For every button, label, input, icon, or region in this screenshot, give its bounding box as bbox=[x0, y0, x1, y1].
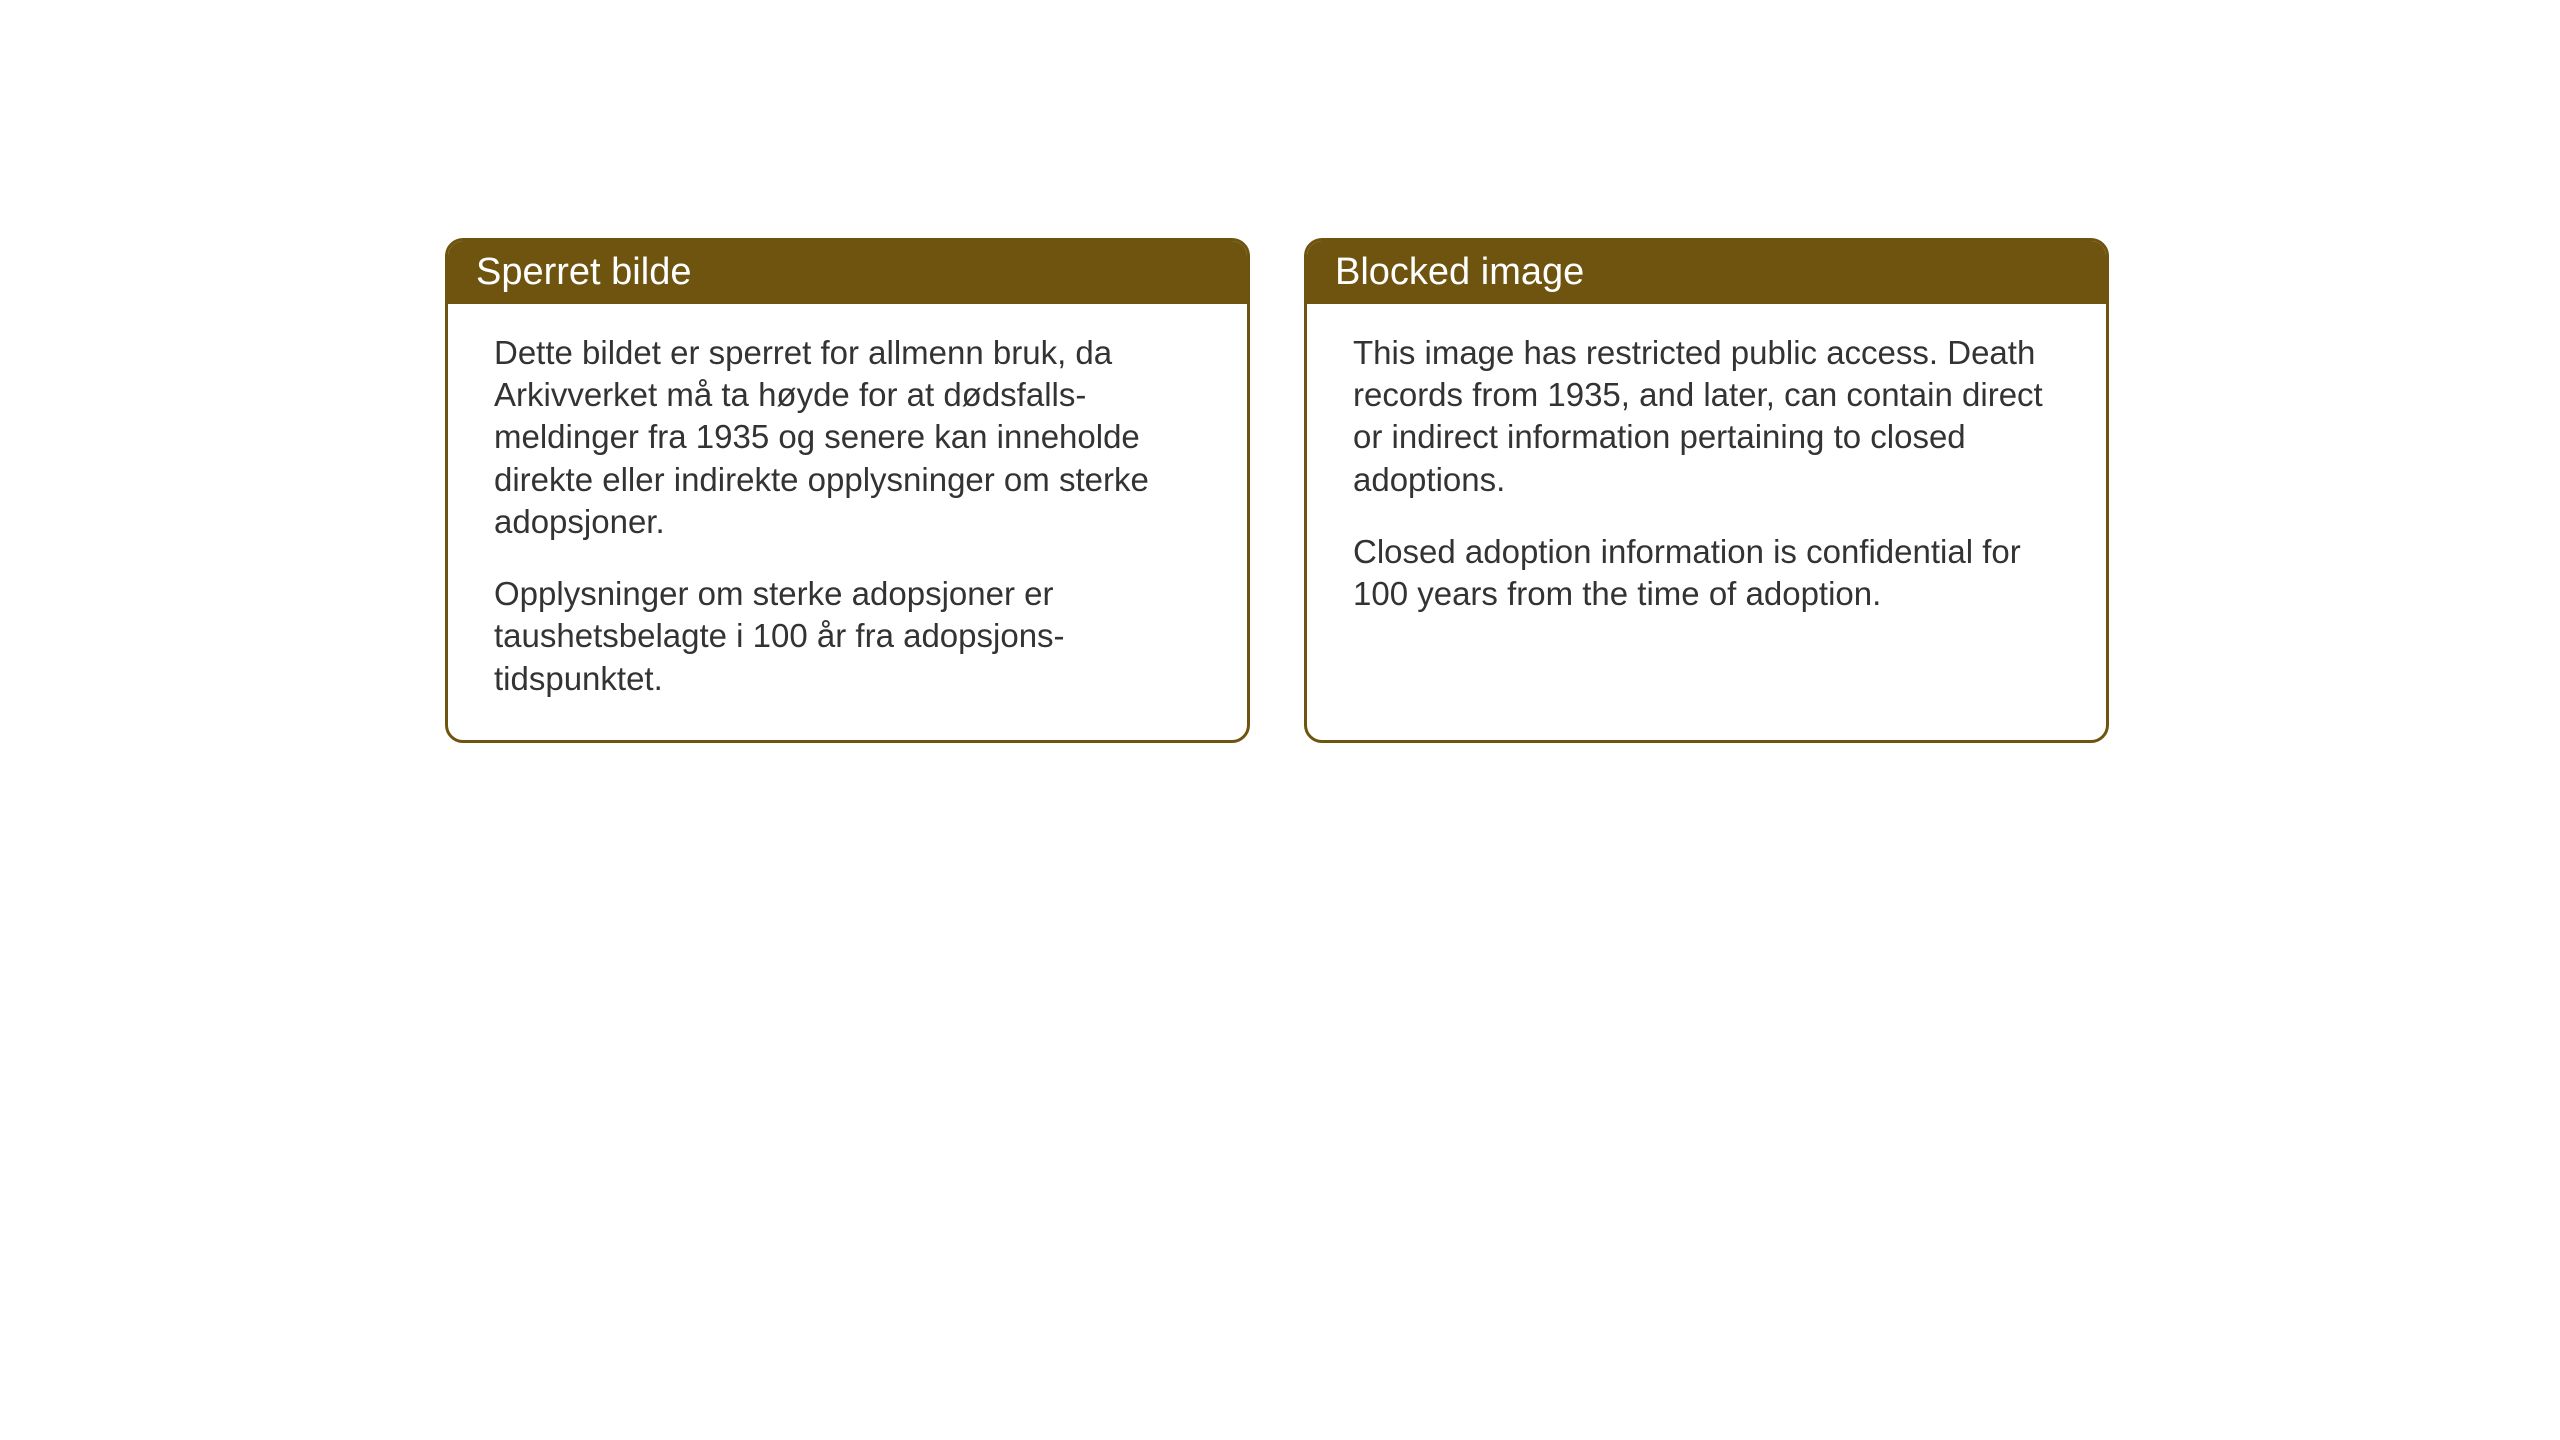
norwegian-paragraph-2: Opplysninger om sterke adopsjoner er tau… bbox=[494, 573, 1201, 700]
norwegian-paragraph-1: Dette bildet er sperret for allmenn bruk… bbox=[494, 332, 1201, 543]
english-paragraph-1: This image has restricted public access.… bbox=[1353, 332, 2060, 501]
english-notice-card: Blocked image This image has restricted … bbox=[1304, 238, 2109, 743]
english-card-body: This image has restricted public access.… bbox=[1307, 304, 2106, 655]
english-card-header: Blocked image bbox=[1307, 241, 2106, 304]
english-card-title: Blocked image bbox=[1335, 251, 1584, 293]
english-paragraph-2: Closed adoption information is confident… bbox=[1353, 531, 2060, 615]
notice-container: Sperret bilde Dette bildet er sperret fo… bbox=[445, 238, 2109, 743]
norwegian-card-body: Dette bildet er sperret for allmenn bruk… bbox=[448, 304, 1247, 740]
norwegian-notice-card: Sperret bilde Dette bildet er sperret fo… bbox=[445, 238, 1250, 743]
norwegian-card-title: Sperret bilde bbox=[476, 251, 691, 293]
norwegian-card-header: Sperret bilde bbox=[448, 241, 1247, 304]
